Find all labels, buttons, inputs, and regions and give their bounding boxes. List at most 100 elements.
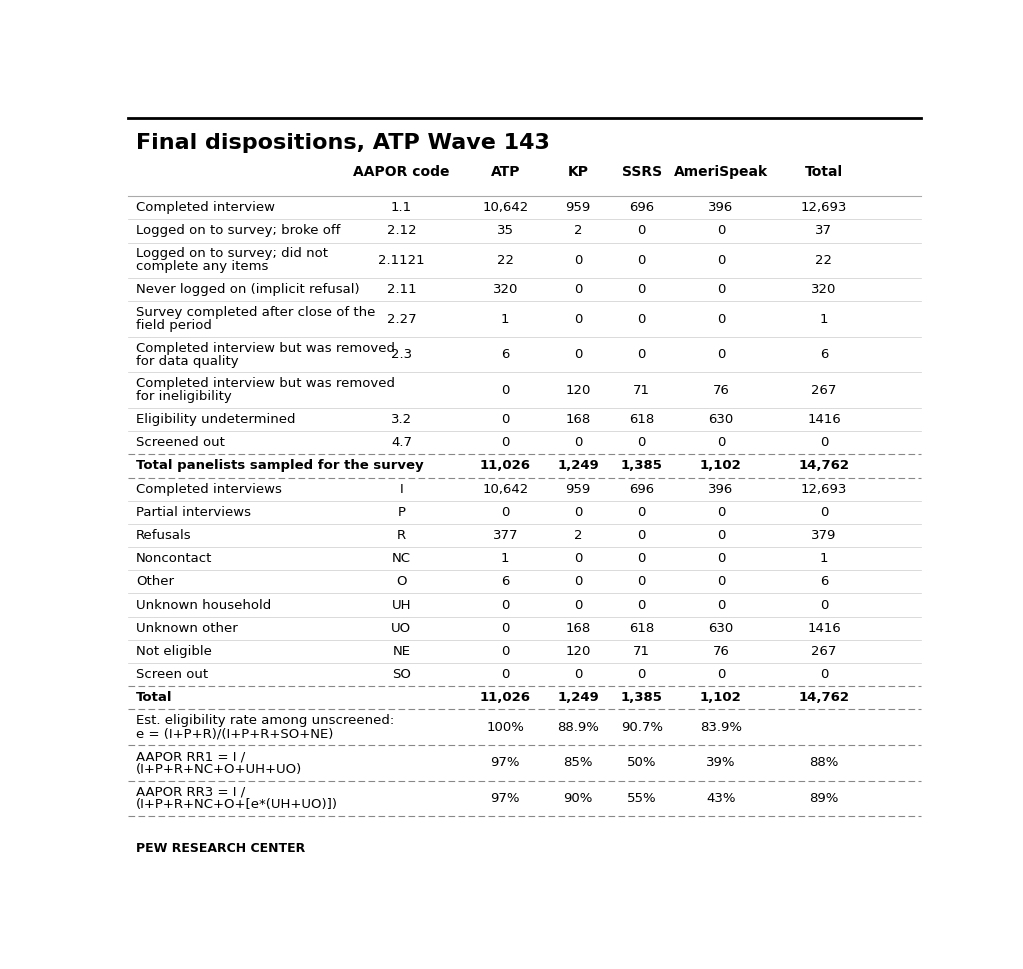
Text: 0: 0: [637, 529, 646, 542]
Text: 1: 1: [819, 313, 829, 326]
Text: 0: 0: [637, 576, 646, 588]
Text: PEW RESEARCH CENTER: PEW RESEARCH CENTER: [136, 841, 305, 855]
Text: AmeriSpeak: AmeriSpeak: [674, 165, 768, 178]
Text: 0: 0: [717, 225, 725, 237]
Text: 88%: 88%: [809, 757, 839, 769]
Text: 1,385: 1,385: [621, 459, 663, 473]
Text: 396: 396: [708, 202, 733, 214]
Text: 0: 0: [717, 283, 725, 297]
Text: 1,249: 1,249: [558, 691, 599, 704]
Text: for data quality: for data quality: [136, 355, 238, 367]
Text: 0: 0: [501, 506, 509, 518]
Text: I: I: [400, 483, 403, 495]
Text: 0: 0: [501, 645, 509, 658]
Text: 97%: 97%: [490, 757, 520, 769]
Text: 10,642: 10,642: [482, 483, 529, 495]
Text: 11,026: 11,026: [480, 459, 531, 473]
Text: Completed interview but was removed: Completed interview but was removed: [136, 377, 395, 391]
Text: Screen out: Screen out: [136, 669, 208, 681]
Text: 0: 0: [717, 254, 725, 266]
Text: 630: 630: [708, 413, 733, 426]
Text: 89%: 89%: [809, 792, 839, 805]
Text: 379: 379: [811, 529, 837, 542]
Text: 0: 0: [501, 669, 509, 681]
Text: 14,762: 14,762: [799, 459, 849, 473]
Text: 90%: 90%: [564, 792, 593, 805]
Text: 0: 0: [717, 552, 725, 565]
Text: 76: 76: [712, 384, 729, 396]
Text: 0: 0: [501, 384, 509, 396]
Text: NE: NE: [393, 645, 410, 658]
Text: Logged on to survey; broke off: Logged on to survey; broke off: [136, 225, 341, 237]
Text: 39%: 39%: [706, 757, 736, 769]
Text: 0: 0: [637, 225, 646, 237]
Text: 0: 0: [717, 313, 725, 326]
Text: 14,762: 14,762: [799, 691, 849, 704]
Text: 71: 71: [633, 645, 651, 658]
Text: SO: SO: [392, 669, 411, 681]
Text: 2.11: 2.11: [387, 283, 416, 297]
Text: 22: 22: [815, 254, 833, 266]
Text: 37: 37: [815, 225, 833, 237]
Text: 267: 267: [811, 384, 837, 396]
Text: (I+P+R+NC+O+[e*(UH+UO)]): (I+P+R+NC+O+[e*(UH+UO)]): [136, 798, 338, 811]
Text: 43%: 43%: [706, 792, 736, 805]
Text: 1.1: 1.1: [391, 202, 412, 214]
Text: Completed interviews: Completed interviews: [136, 483, 281, 495]
Text: 1: 1: [501, 552, 509, 565]
Text: 2.3: 2.3: [391, 348, 412, 361]
Text: 1,102: 1,102: [700, 691, 742, 704]
Text: 76: 76: [712, 645, 729, 658]
Text: 2.27: 2.27: [387, 313, 416, 326]
Text: 0: 0: [637, 283, 646, 297]
Text: 35: 35: [497, 225, 514, 237]
Text: for ineligibility: for ineligibility: [136, 391, 231, 403]
Text: 100%: 100%: [486, 721, 524, 734]
Text: 0: 0: [574, 506, 582, 518]
Text: AAPOR RR3 = I /: AAPOR RR3 = I /: [136, 786, 246, 798]
Text: 0: 0: [637, 348, 646, 361]
Text: 618: 618: [629, 622, 655, 635]
Text: Noncontact: Noncontact: [136, 552, 212, 565]
Text: Survey completed after close of the: Survey completed after close of the: [136, 306, 375, 319]
Text: field period: field period: [136, 319, 212, 332]
Text: Total: Total: [136, 691, 172, 704]
Text: 320: 320: [811, 283, 837, 297]
Text: Est. eligibility rate among unscreened:: Est. eligibility rate among unscreened:: [136, 714, 394, 728]
Text: 1,102: 1,102: [700, 459, 742, 473]
Text: 10,642: 10,642: [482, 202, 529, 214]
Text: e = (I+P+R)/(I+P+R+SO+NE): e = (I+P+R)/(I+P+R+SO+NE): [136, 728, 333, 740]
Text: Never logged on (implicit refusal): Never logged on (implicit refusal): [136, 283, 359, 297]
Text: 0: 0: [574, 283, 582, 297]
Text: 11,026: 11,026: [480, 691, 531, 704]
Text: 2: 2: [574, 529, 582, 542]
Text: 0: 0: [637, 599, 646, 611]
Text: P: P: [397, 506, 405, 518]
Text: 120: 120: [566, 645, 591, 658]
Text: 71: 71: [633, 384, 651, 396]
Text: 2.12: 2.12: [387, 225, 416, 237]
Text: Unknown other: Unknown other: [136, 622, 237, 635]
Text: R: R: [397, 529, 406, 542]
Text: Completed interview but was removed: Completed interview but was removed: [136, 342, 395, 355]
Text: AAPOR RR1 = I /: AAPOR RR1 = I /: [136, 750, 246, 763]
Text: 6: 6: [501, 348, 509, 361]
Text: 0: 0: [574, 254, 582, 266]
Text: 0: 0: [717, 669, 725, 681]
Text: 168: 168: [566, 622, 591, 635]
Text: Final dispositions, ATP Wave 143: Final dispositions, ATP Wave 143: [136, 134, 549, 153]
Text: O: O: [396, 576, 407, 588]
Text: 630: 630: [708, 622, 733, 635]
Text: UO: UO: [392, 622, 411, 635]
Text: 0: 0: [501, 436, 509, 450]
Text: 0: 0: [574, 576, 582, 588]
Text: 0: 0: [574, 552, 582, 565]
Text: ATP: ATP: [490, 165, 520, 178]
Text: 12,693: 12,693: [801, 202, 847, 214]
Text: 2: 2: [574, 225, 582, 237]
Text: 1: 1: [501, 313, 509, 326]
Text: Completed interview: Completed interview: [136, 202, 275, 214]
Text: 0: 0: [717, 599, 725, 611]
Text: Logged on to survey; did not: Logged on to survey; did not: [136, 247, 327, 261]
Text: 377: 377: [492, 529, 518, 542]
